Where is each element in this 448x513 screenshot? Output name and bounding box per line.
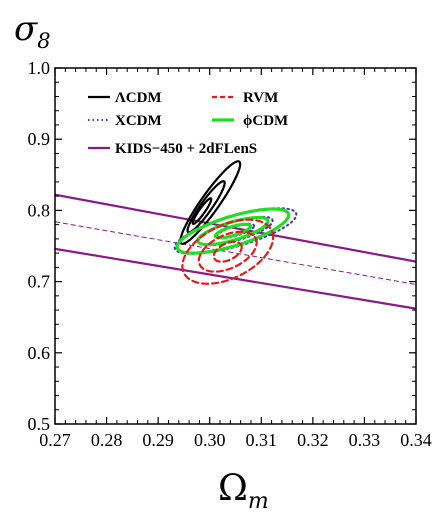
kids-band-lower-line [55, 247, 416, 310]
contour-line [175, 207, 291, 255]
contour-layer [173, 160, 298, 285]
y-tick-label: 0.9 [28, 129, 51, 149]
y-axis-title: σ8 [14, 9, 51, 53]
x-tick-label: 0.27 [39, 430, 71, 450]
x-axis-title: Ωm [218, 468, 269, 513]
kids-band-center-line [55, 221, 416, 285]
legend-label: KIDS−450 + 2dFLenS [115, 141, 257, 157]
y-tick-label: 1.0 [28, 58, 51, 78]
plot-frame [54, 67, 417, 425]
x-tick-label: 0.31 [246, 430, 278, 450]
x-tick-label: 0.34 [400, 430, 432, 450]
legend-label: RVM [243, 90, 278, 106]
contour-line [197, 230, 258, 273]
legend-label: XCDM [115, 113, 162, 129]
contour-line [173, 207, 298, 255]
x-tick-label: 0.32 [297, 430, 329, 450]
y-tick-label: 0.6 [28, 343, 51, 363]
x-tick-label: 0.30 [194, 430, 226, 450]
x-tick-label: 0.28 [91, 430, 123, 450]
contour-line [186, 180, 226, 234]
kids-band-upper-line [55, 193, 416, 263]
contour-line [191, 197, 213, 226]
y-tick-label: 0.5 [28, 414, 51, 434]
y-tick-label: 0.7 [28, 272, 51, 292]
contour-line [181, 218, 275, 285]
tick-layer: 0.27 0.28 0.29 0.30 0.31 0.32 0.33 0.34 0.5 0.6 0.… [28, 58, 432, 450]
contour-group [181, 218, 275, 285]
x-tick-label: 0.29 [142, 430, 174, 450]
x-tick-label: 0.33 [349, 430, 381, 450]
y-tick-label: 0.8 [28, 200, 51, 220]
legend: ΛCDM RVM XCDM ϕCDM KIDS−450 + 2dFLenS [88, 90, 288, 157]
legend-label: ΛCDM [115, 90, 162, 106]
legend-label: ϕCDM [243, 113, 288, 129]
kids-band-layer [55, 193, 416, 310]
contour-line [212, 240, 243, 263]
